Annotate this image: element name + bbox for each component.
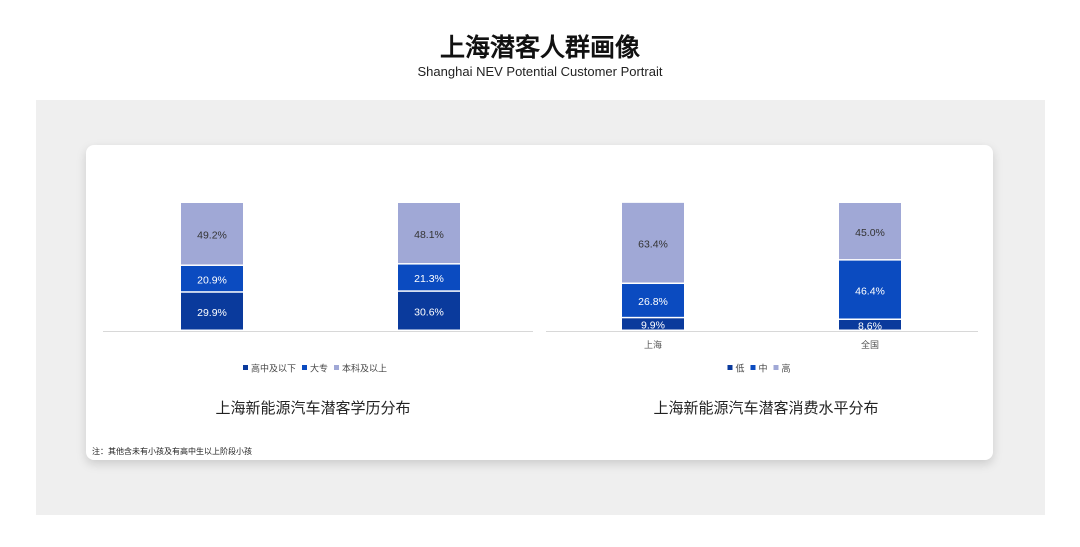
data-label: 48.1% [414,229,444,241]
legend-swatch [750,365,756,370]
bar-segment [622,202,684,283]
legend-label: 本科及以上 [342,363,387,375]
legend-swatch [727,365,733,370]
bar-segment [398,264,460,291]
data-label: 63.4% [638,238,668,250]
x-tick-label: 上海 [644,339,662,351]
page-title: 上海潜客人群画像 [439,33,640,62]
data-label: 21.3% [414,273,444,285]
data-label: 45.0% [855,227,885,239]
legend-label: 高中及以下 [251,363,296,375]
bar-segment [181,203,243,265]
data-label: 9.9% [641,320,665,332]
footnote: 注：其他含未有小孩及有高中生以上阶段小孩 [92,447,252,456]
data-label: 8.6% [858,320,882,332]
chart-title-consumption: 上海新能源汽车潜客消费水平分布 [653,399,879,417]
x-tick-label: 全国 [861,339,879,351]
data-label: 30.6% [414,306,444,318]
bar-segment [181,292,243,330]
legend-swatch [302,365,307,370]
legend-swatch [773,365,779,370]
page-subtitle: Shanghai NEV Potential Customer Portrait [417,64,663,79]
data-label: 26.8% [638,296,668,308]
legend-swatch [334,365,339,370]
data-label: 46.4% [855,285,885,297]
bar-segment [398,203,460,264]
legend-label: 低 [736,363,745,375]
bar-segment [181,265,243,292]
bar-segment [839,203,901,260]
legend-label: 中 [759,363,768,375]
data-label: 49.2% [197,229,227,241]
legend-label: 大专 [310,363,328,375]
bar-segment [622,284,684,317]
chart-title-education: 上海新能源汽车潜客学历分布 [215,399,411,417]
bar-segment [622,318,684,330]
legend-swatch [243,365,248,370]
bar-segment [839,260,901,319]
data-label: 29.9% [197,307,227,319]
legend-label: 高 [782,363,791,375]
data-label: 20.9% [197,274,227,286]
bar-segment [398,291,460,330]
bar-segment [839,319,901,330]
